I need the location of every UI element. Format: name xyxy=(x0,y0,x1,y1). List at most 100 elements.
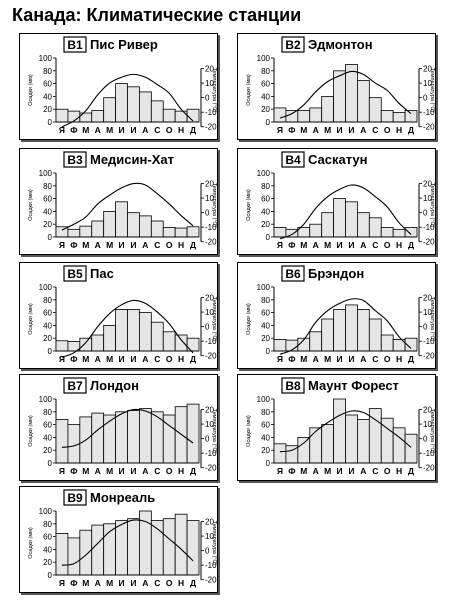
temp-tick-label: -10 xyxy=(205,337,217,346)
precip-tick-label: 100 xyxy=(39,283,53,292)
month-label: И xyxy=(130,466,136,476)
precip-tick-label: 100 xyxy=(257,54,271,63)
month-label: А xyxy=(360,354,366,364)
precip-tick-label: 80 xyxy=(43,296,52,305)
precip-tick-label: 80 xyxy=(43,520,52,529)
month-label: С xyxy=(372,466,378,476)
precip-bar xyxy=(321,96,334,123)
station-card-b8: B8 Маунт Форест Осадки (мм) Температура (°C… xyxy=(237,374,436,481)
month-label: О xyxy=(384,354,391,364)
station-code: B6 xyxy=(285,267,301,281)
page-title: Канада: Климатические станции xyxy=(12,5,302,25)
precip-bar xyxy=(333,198,346,238)
precip-bar xyxy=(127,86,140,123)
station-code: B8 xyxy=(285,379,301,393)
month-label: Я xyxy=(59,466,65,476)
precip-bar xyxy=(297,437,311,464)
station-code-box xyxy=(63,377,87,394)
precip-tick-label: 100 xyxy=(257,169,271,178)
precip-bar xyxy=(345,63,358,123)
month-label: А xyxy=(95,354,101,364)
precip-tick-label: 100 xyxy=(39,507,53,516)
month-label: И xyxy=(130,240,136,250)
temp-tick-label: -20 xyxy=(205,464,217,473)
month-label: Д xyxy=(190,354,196,364)
precip-bar xyxy=(127,212,140,238)
precip-bar xyxy=(127,410,140,464)
month-label: Ф xyxy=(288,125,295,135)
climate-chart: B3 Медисин-Хат Осадки (мм) Температура (°C)… xyxy=(28,151,217,250)
month-label: Д xyxy=(190,240,196,250)
precip-tick-label: 0 xyxy=(48,459,53,468)
precip-axis-label: Осадки (мм) xyxy=(246,303,252,335)
month-label: А xyxy=(360,466,366,476)
precip-bar xyxy=(127,309,140,352)
station-card-b2: B2 Эдмонтон Осадки (мм) Температура (°C) 0 20… xyxy=(237,33,436,140)
station-card-b1: B1 Пис Ривер Осадки (мм) Температура (°C) 0 2… xyxy=(19,33,218,140)
station-code-box xyxy=(63,489,87,506)
month-label: М xyxy=(324,466,331,476)
precip-bar xyxy=(150,100,164,123)
month-label: Н xyxy=(396,240,402,250)
precip-axis-label: Осадки (мм) xyxy=(28,303,34,335)
precip-axis-label: Осадки (мм) xyxy=(246,74,252,106)
precip-bar xyxy=(103,211,116,238)
precip-bar xyxy=(404,433,418,464)
temp-tick-label: 20 xyxy=(423,65,432,74)
precip-tick-label: 40 xyxy=(261,321,270,330)
month-label: А xyxy=(313,466,319,476)
month-label: Ф xyxy=(70,240,77,250)
precip-tick-label: 40 xyxy=(261,92,270,101)
precip-tick-label: 20 xyxy=(261,446,270,455)
precip-tick-label: 40 xyxy=(43,433,52,442)
month-label: Я xyxy=(59,354,65,364)
precip-bar xyxy=(392,112,406,123)
temp-tick-label: 20 xyxy=(423,294,432,303)
month-label: Н xyxy=(396,125,402,135)
temperature-line xyxy=(279,70,412,119)
precip-bar xyxy=(380,334,394,352)
precip-bar xyxy=(273,107,287,123)
month-label: М xyxy=(106,125,113,135)
precip-tick-label: 80 xyxy=(261,182,270,191)
precip-tick-label: 0 xyxy=(48,233,53,242)
precip-bar xyxy=(55,533,69,576)
temp-axis-label: Температура (°C) xyxy=(211,68,217,113)
precip-bar xyxy=(174,227,188,238)
precip-bar xyxy=(368,97,382,123)
month-label: Ф xyxy=(288,354,295,364)
precip-bar xyxy=(404,227,418,238)
precip-tick-label: 80 xyxy=(43,182,52,191)
precip-bar xyxy=(174,513,188,576)
precip-tick-label: 100 xyxy=(257,283,271,292)
station-code: B2 xyxy=(285,38,301,52)
precip-bar xyxy=(309,107,323,123)
precip-bar xyxy=(91,412,105,464)
month-label: Д xyxy=(190,578,196,588)
precip-bar xyxy=(186,520,200,576)
month-label: С xyxy=(154,578,160,588)
precip-tick-label: 100 xyxy=(39,395,53,404)
station-name: Эдмонтон xyxy=(308,37,373,52)
temp-tick-label: 20 xyxy=(205,294,214,303)
month-label: М xyxy=(106,578,113,588)
station-name: Брэндон xyxy=(308,266,364,281)
precip-bar xyxy=(321,424,334,464)
precip-bar xyxy=(368,217,382,238)
precip-tick-label: 60 xyxy=(43,309,52,318)
temp-tick-label: 10 xyxy=(423,420,432,429)
precip-tick-label: 100 xyxy=(257,395,271,404)
month-label: М xyxy=(300,466,307,476)
precip-bar xyxy=(55,340,69,352)
precip-bar xyxy=(55,419,69,464)
precip-bar xyxy=(162,331,176,352)
precip-tick-label: 0 xyxy=(266,459,271,468)
month-label: А xyxy=(142,466,148,476)
temp-tick-label: -20 xyxy=(205,123,217,132)
precip-bar xyxy=(91,110,105,123)
month-label: С xyxy=(154,354,160,364)
precip-tick-label: 0 xyxy=(48,347,53,356)
